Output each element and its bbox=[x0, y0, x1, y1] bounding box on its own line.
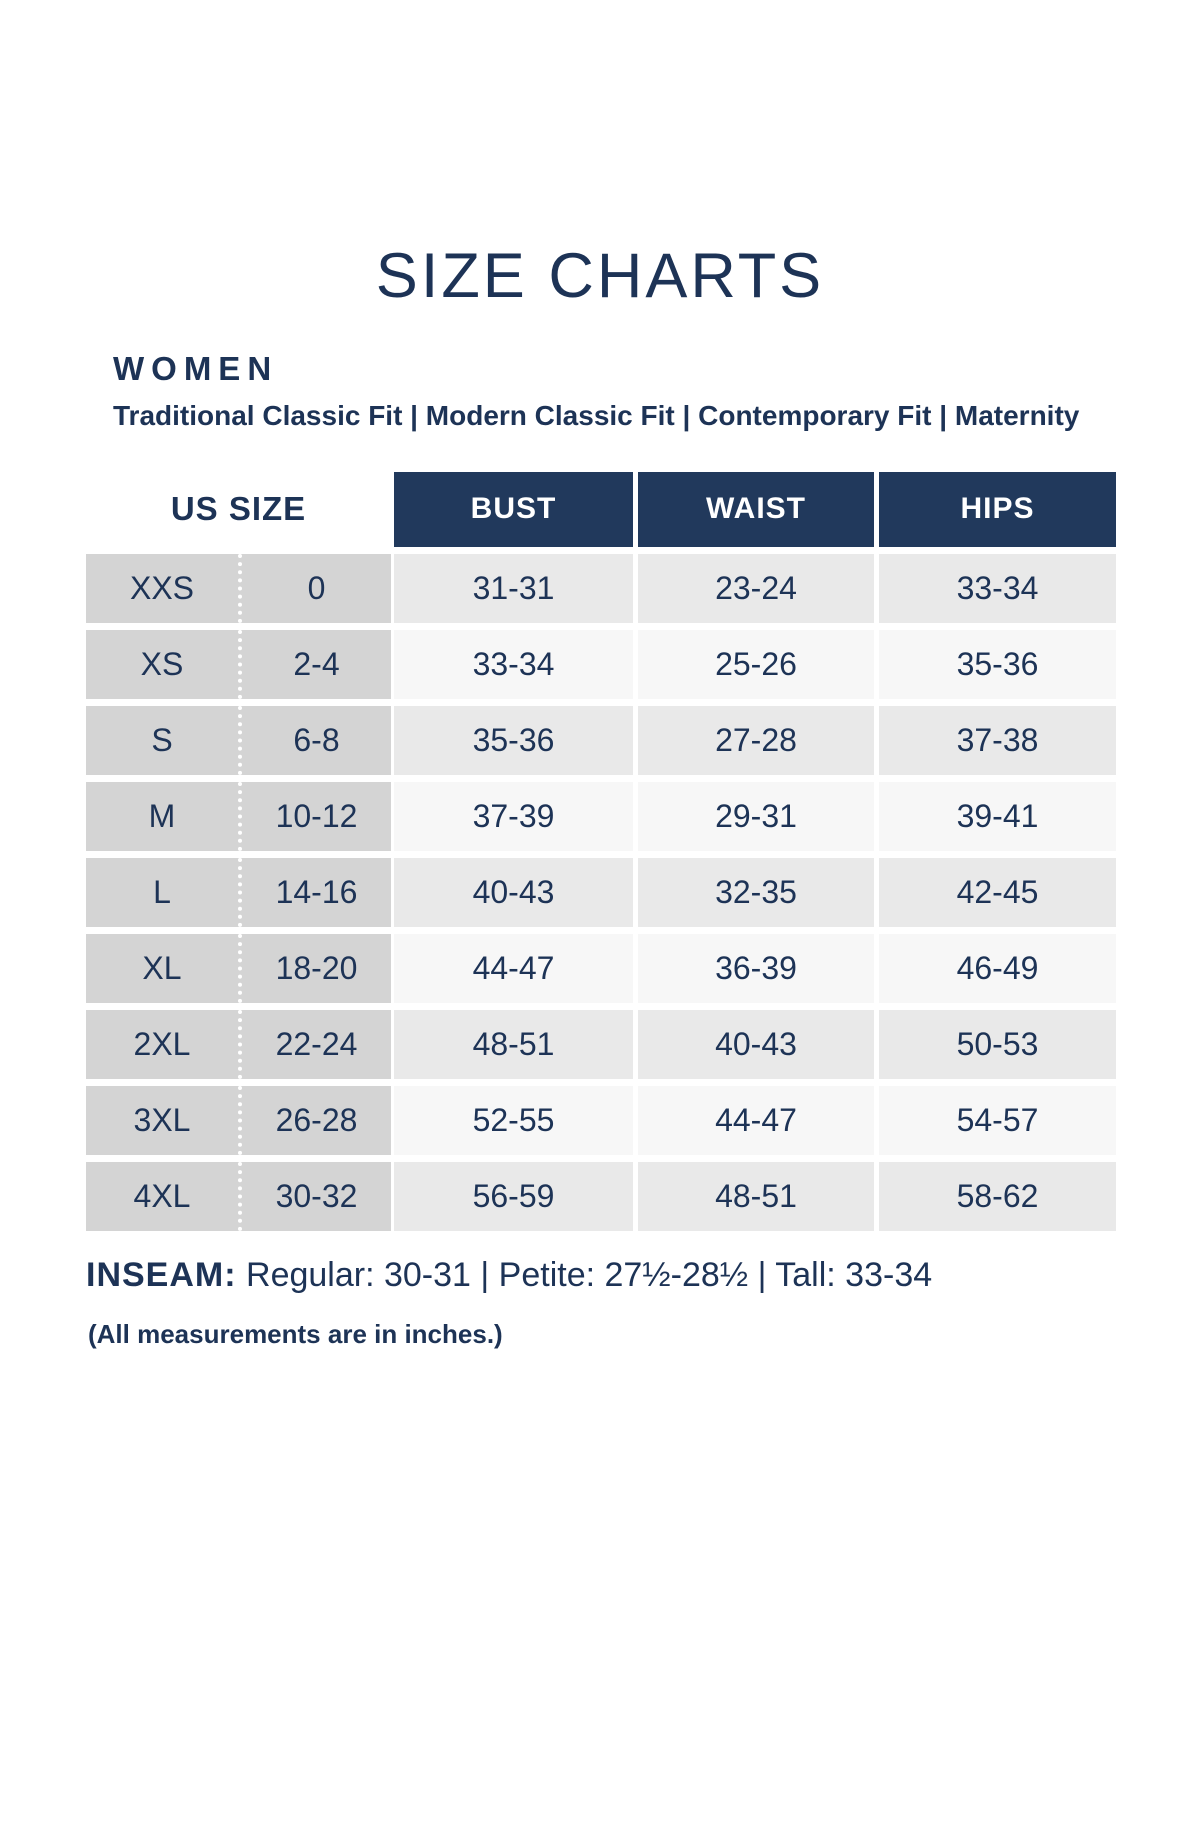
table-row-xxs: XXS 0 31-31 23-24 33-34 bbox=[86, 553, 1116, 623]
us-size-cell: 14-16 bbox=[238, 857, 391, 927]
hips-cell: 46-49 bbox=[874, 933, 1116, 1003]
measurements-note: (All measurements are in inches.) bbox=[88, 1318, 503, 1349]
size-cell: XS bbox=[86, 629, 238, 699]
hips-cell: 33-34 bbox=[874, 553, 1116, 623]
waist-cell: 40-43 bbox=[633, 1009, 874, 1079]
bust-cell: 33-34 bbox=[391, 629, 633, 699]
col-header-bust: BUST bbox=[391, 471, 633, 547]
us-size-cell: 0 bbox=[238, 553, 391, 623]
hips-cell: 50-53 bbox=[874, 1009, 1116, 1079]
waist-cell: 25-26 bbox=[633, 629, 874, 699]
size-cell: 4XL bbox=[86, 1161, 238, 1231]
size-cell: 2XL bbox=[86, 1009, 238, 1079]
us-size-cell: 26-28 bbox=[238, 1085, 391, 1155]
inseam-line: INSEAM: Regular: 30-31 | Petite: 27½-28½… bbox=[86, 1256, 1200, 1295]
hips-cell: 58-62 bbox=[874, 1161, 1116, 1231]
hips-cell: 54-57 bbox=[874, 1085, 1116, 1155]
size-cell: XXS bbox=[86, 553, 238, 623]
table-row-l: L 14-16 40-43 32-35 42-45 bbox=[86, 857, 1116, 927]
waist-cell: 48-51 bbox=[633, 1161, 874, 1231]
size-cell: M bbox=[86, 781, 238, 851]
us-size-cell: 22-24 bbox=[238, 1009, 391, 1079]
col-header-us-size: US SIZE bbox=[86, 471, 391, 547]
fit-types-line: Traditional Classic Fit | Modern Classic… bbox=[113, 400, 1080, 431]
waist-cell: 44-47 bbox=[633, 1085, 874, 1155]
table-row-xl: XL 18-20 44-47 36-39 46-49 bbox=[86, 933, 1116, 1003]
size-cell: L bbox=[86, 857, 238, 927]
col-header-waist: WAIST bbox=[633, 471, 874, 547]
table-row-m: M 10-12 37-39 29-31 39-41 bbox=[86, 781, 1116, 851]
table-row-2xl: 2XL 22-24 48-51 40-43 50-53 bbox=[86, 1009, 1116, 1079]
bust-cell: 37-39 bbox=[391, 781, 633, 851]
inseam-label: INSEAM: bbox=[86, 1255, 237, 1294]
bust-cell: 44-47 bbox=[391, 933, 633, 1003]
hips-cell: 37-38 bbox=[874, 705, 1116, 775]
bust-cell: 40-43 bbox=[391, 857, 633, 927]
hips-cell: 35-36 bbox=[874, 629, 1116, 699]
waist-cell: 23-24 bbox=[633, 553, 874, 623]
us-size-cell: 10-12 bbox=[238, 781, 391, 851]
table-row-xs: XS 2-4 33-34 25-26 35-36 bbox=[86, 629, 1116, 699]
waist-cell: 27-28 bbox=[633, 705, 874, 775]
us-size-cell: 6-8 bbox=[238, 705, 391, 775]
size-cell: XL bbox=[86, 933, 238, 1003]
size-cell: 3XL bbox=[86, 1085, 238, 1155]
hips-cell: 42-45 bbox=[874, 857, 1116, 927]
bust-cell: 31-31 bbox=[391, 553, 633, 623]
inseam-values: Regular: 30-31 | Petite: 27½-28½ | Tall:… bbox=[246, 1255, 933, 1294]
waist-cell: 36-39 bbox=[633, 933, 874, 1003]
us-size-cell: 30-32 bbox=[238, 1161, 391, 1231]
us-size-cell: 18-20 bbox=[238, 933, 391, 1003]
size-cell: S bbox=[86, 705, 238, 775]
table-row-3xl: 3XL 26-28 52-55 44-47 54-57 bbox=[86, 1085, 1116, 1155]
col-header-hips: HIPS bbox=[874, 471, 1116, 547]
bust-cell: 56-59 bbox=[391, 1161, 633, 1231]
bust-cell: 48-51 bbox=[391, 1009, 633, 1079]
us-size-cell: 2-4 bbox=[238, 629, 391, 699]
table-row-s: S 6-8 35-36 27-28 37-38 bbox=[86, 705, 1116, 775]
waist-cell: 32-35 bbox=[633, 857, 874, 927]
size-chart-table: US SIZE BUST WAIST HIPS XXS 0 31-31 23-2… bbox=[86, 471, 1116, 1231]
page-title: SIZE CHARTS bbox=[375, 241, 825, 311]
waist-cell: 29-31 bbox=[633, 781, 874, 851]
hips-cell: 39-41 bbox=[874, 781, 1116, 851]
section-heading-women: WOMEN bbox=[113, 350, 279, 387]
bust-cell: 52-55 bbox=[391, 1085, 633, 1155]
table-row-4xl: 4XL 30-32 56-59 48-51 58-62 bbox=[86, 1161, 1116, 1231]
bust-cell: 35-36 bbox=[391, 705, 633, 775]
table-header-row: US SIZE BUST WAIST HIPS bbox=[86, 471, 1116, 547]
